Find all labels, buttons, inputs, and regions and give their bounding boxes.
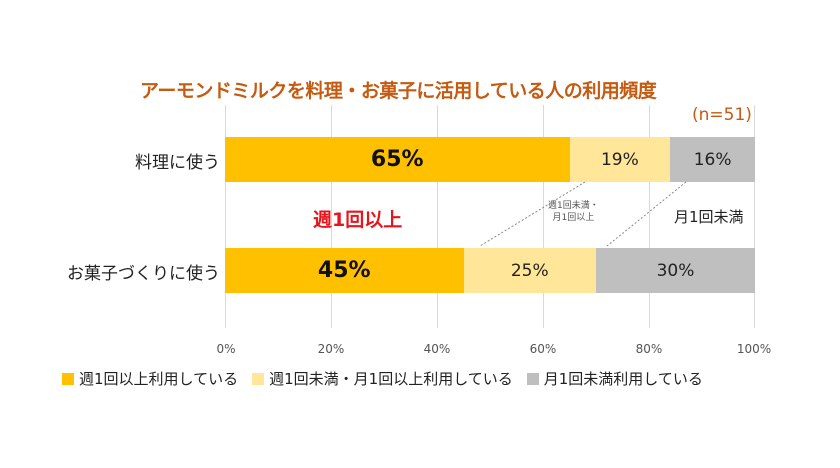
gridline [225, 105, 226, 328]
plot-area: 65% 19% 16% 45% 25% 30% [225, 105, 755, 328]
chart-title: アーモンドミルクを料理・お菓子に活用している人の利用頻度 [140, 80, 657, 102]
legend-label: 週1回以上利用している [79, 370, 239, 388]
bar-segment-weekly: 45% [225, 248, 464, 293]
legend: 週1回以上利用している 週1回未満・月1回以上利用している 月1回未満利用してい… [62, 368, 717, 389]
x-tick: 0% [216, 342, 236, 356]
x-tick: 100% [736, 342, 772, 356]
category-label-cooking: 料理に使う [135, 153, 220, 173]
bar-cooking: 65% 19% 16% [225, 137, 755, 182]
gridline [437, 105, 438, 328]
legend-item-less-monthly: 月1回未満利用している [526, 368, 703, 389]
bar-segment-less-monthly: 16% [670, 137, 755, 182]
sample-size-label: (n=51) [692, 105, 752, 125]
annotation-mid-line2: 月1回以上 [552, 213, 595, 223]
annotation-mid: 週1回未満・ 月1回以上 [548, 200, 599, 224]
legend-swatch [252, 372, 265, 385]
legend-item-monthly-plus: 週1回未満・月1回以上利用している [252, 368, 513, 389]
annotation-mid-line1: 週1回未満・ [548, 201, 599, 211]
x-tick: 60% [529, 342, 557, 356]
legend-swatch [62, 372, 74, 385]
legend-label: 月1回未満利用している [543, 370, 703, 388]
x-tick: 80% [635, 342, 663, 356]
annotation-weekly: 週1回以上 [313, 209, 403, 231]
bar-segment-monthly-plus: 19% [569, 137, 671, 182]
x-tick: 20% [317, 342, 345, 356]
legend-item-weekly: 週1回以上利用している [62, 368, 238, 389]
legend-swatch [526, 372, 539, 385]
bar-segment-monthly-plus: 25% [463, 248, 596, 293]
bar-segment-weekly: 65% [225, 137, 570, 182]
gridline [331, 105, 332, 328]
bar-segment-less-monthly: 30% [596, 248, 755, 293]
legend-label: 週1回未満・月1回以上利用している [269, 370, 513, 388]
annotation-monthly: 月1回未満 [674, 208, 744, 226]
bar-sweets: 45% 25% 30% [225, 248, 755, 293]
gridline [754, 105, 755, 328]
x-tick: 40% [423, 342, 451, 356]
category-label-sweets: お菓子づくりに使う [67, 264, 220, 284]
